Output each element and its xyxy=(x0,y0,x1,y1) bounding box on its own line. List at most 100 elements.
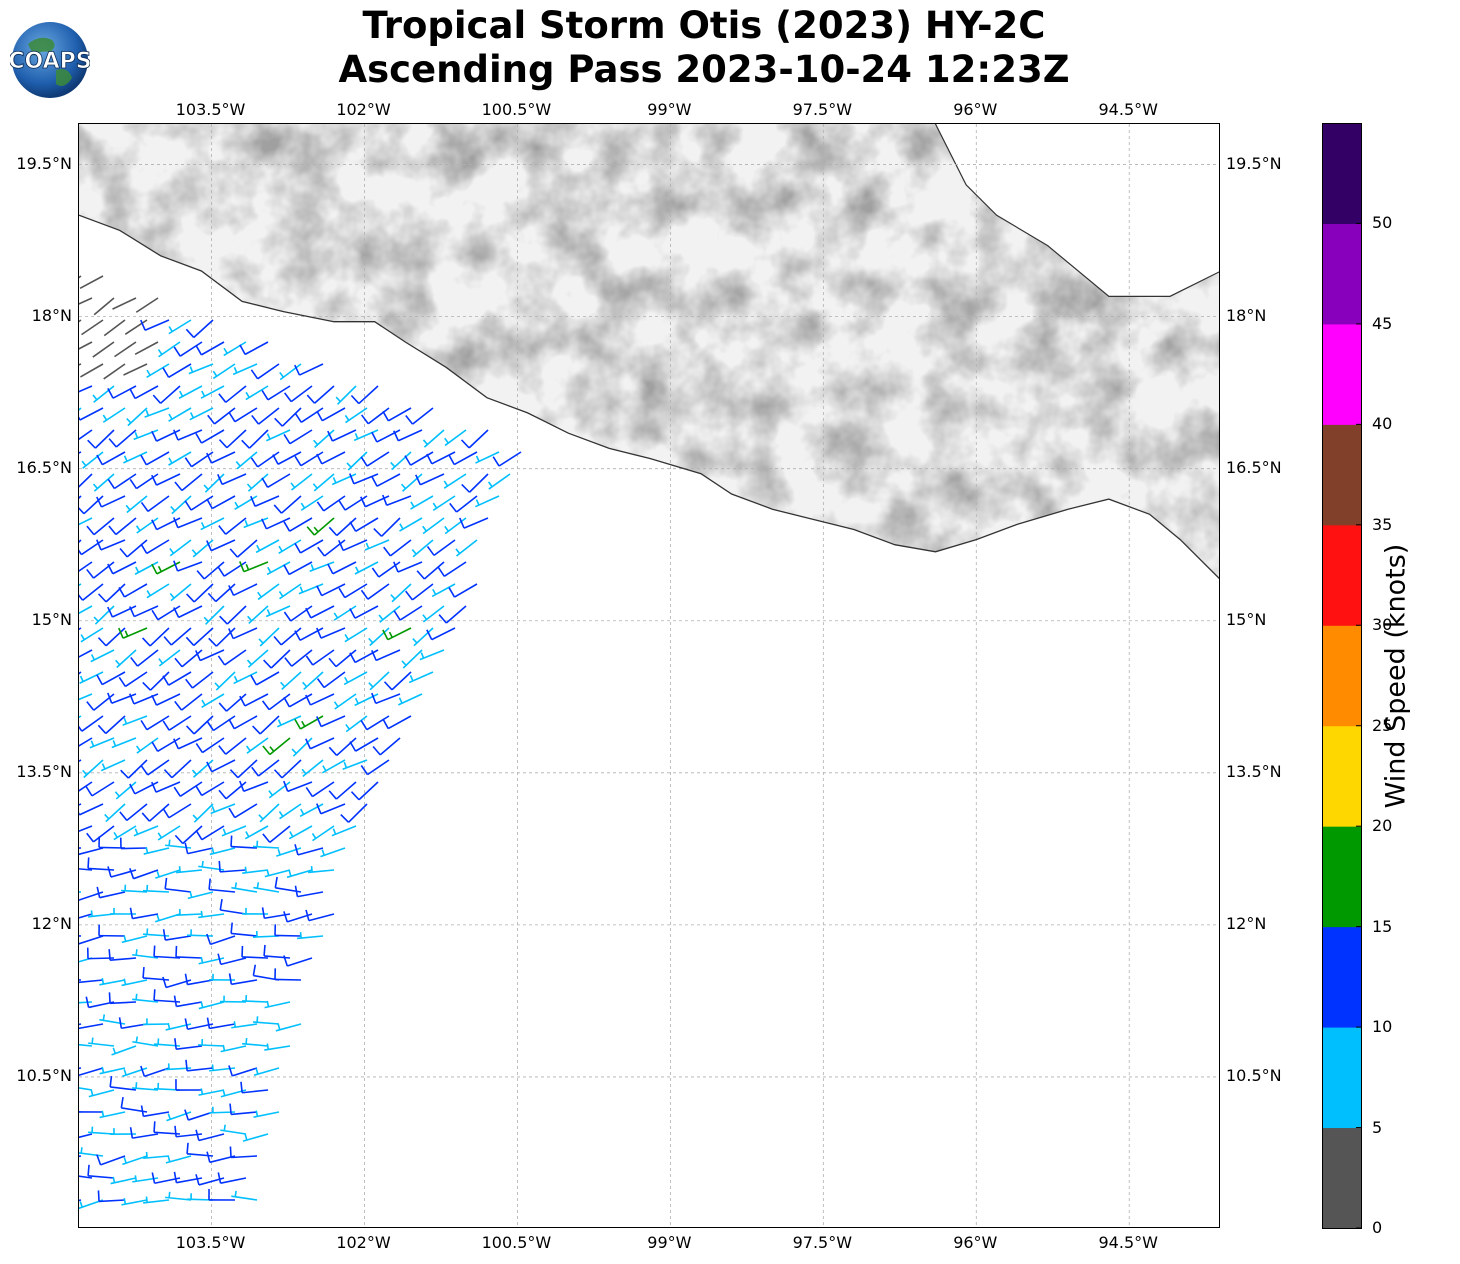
wind-barb xyxy=(286,869,313,879)
wind-barb xyxy=(291,737,313,757)
wind-barb xyxy=(228,627,258,640)
wind-barb xyxy=(360,451,390,467)
wind-barb xyxy=(79,979,82,981)
wind-barb xyxy=(125,495,148,514)
wind-barb xyxy=(206,451,236,464)
wind-barb xyxy=(368,671,390,691)
wind-barb xyxy=(123,451,148,464)
wind-barb xyxy=(100,759,126,772)
wind-barb xyxy=(141,803,170,822)
wind-barb xyxy=(151,781,181,793)
wind-barb xyxy=(195,737,225,754)
wind-barb xyxy=(232,363,258,376)
wind-barb xyxy=(121,935,148,944)
wind-barb xyxy=(178,385,203,399)
wind-barb xyxy=(99,1066,126,1075)
wind-barb xyxy=(218,385,247,403)
wind-barb xyxy=(140,715,170,731)
colorbar-tick-label: 45 xyxy=(1372,313,1393,333)
wind-barb xyxy=(79,825,93,832)
wind-barb xyxy=(79,385,93,393)
wind-barb xyxy=(122,715,148,726)
wind-barb xyxy=(118,671,148,688)
wind-barb xyxy=(316,583,346,597)
wind-barb xyxy=(169,583,192,602)
wind-barb xyxy=(133,825,159,837)
wind-barb xyxy=(119,803,148,822)
wind-barb xyxy=(264,1000,291,1009)
wind-barb xyxy=(129,605,159,618)
wind-barb xyxy=(185,627,214,647)
wind-barb xyxy=(89,737,115,749)
wind-barb xyxy=(274,407,302,427)
wind-barb xyxy=(401,649,423,669)
wind-barb xyxy=(79,583,82,586)
wind-barb xyxy=(280,671,302,691)
wind-barb xyxy=(122,1067,148,1078)
wind-barb xyxy=(294,885,324,898)
axis-tick-label: 97.5°W xyxy=(792,100,853,119)
axis-tick-label: 10.5°N xyxy=(1226,1065,1282,1085)
wind-barb xyxy=(207,407,236,425)
wind-barb xyxy=(437,561,467,577)
wind-barb xyxy=(155,869,181,879)
wind-barb xyxy=(240,1081,269,1094)
colorbar-tick-label: 40 xyxy=(1372,414,1393,434)
wind-barb xyxy=(283,780,313,793)
wind-barb xyxy=(258,627,280,647)
wind-barb xyxy=(448,583,478,598)
axis-tick-label: 102°W xyxy=(336,100,391,119)
wind-barb xyxy=(253,1016,280,1025)
wind-barb xyxy=(219,995,247,1003)
wind-barb xyxy=(251,759,280,777)
wind-barb xyxy=(342,759,368,770)
axis-tick-label: 94.5°W xyxy=(1098,100,1158,119)
wind-barb xyxy=(129,693,159,705)
wind-barb xyxy=(143,1196,170,1204)
axis-tick-label: 99°W xyxy=(647,1233,692,1252)
wind-barb xyxy=(283,429,313,445)
colorbar-bar xyxy=(1322,123,1362,1229)
wind-barb xyxy=(92,473,115,492)
wind-barb xyxy=(278,539,302,554)
wind-barb xyxy=(219,605,247,625)
wind-barb xyxy=(360,407,390,425)
coaps-logo: COAPS xyxy=(8,20,92,100)
wind-barb xyxy=(393,605,423,621)
wind-barb xyxy=(426,627,456,641)
wind-barb xyxy=(327,561,357,575)
wind-barb xyxy=(331,473,357,486)
wind-barb xyxy=(305,605,335,619)
coastline xyxy=(79,214,1219,580)
wind-barb xyxy=(302,671,324,691)
wind-barb xyxy=(306,385,335,404)
wind-barb xyxy=(122,1155,148,1166)
wind-barb xyxy=(305,737,335,750)
wind-barb xyxy=(263,944,291,959)
axis-tick-label: 16.5°N xyxy=(1226,457,1282,477)
wind-barb xyxy=(79,1147,104,1157)
wind-barb xyxy=(264,869,291,878)
wind-barb xyxy=(400,473,423,492)
map-panel[interactable] xyxy=(78,123,1220,1228)
wind-barb xyxy=(371,561,401,578)
wind-barbs xyxy=(79,275,522,1210)
wind-barb xyxy=(206,759,236,773)
wind-barb xyxy=(151,561,181,575)
axis-tick-label: 15°N xyxy=(31,609,72,629)
wind-barb xyxy=(96,886,126,899)
wind-barb xyxy=(408,671,434,684)
wind-barb xyxy=(360,495,390,508)
wind-barb xyxy=(87,429,115,449)
wind-barb xyxy=(79,605,93,615)
wind-barb xyxy=(320,847,346,858)
wind-barb xyxy=(230,835,258,849)
wind-barb xyxy=(448,451,478,466)
axis-tick-label: 96°W xyxy=(953,1233,998,1252)
wind-barb xyxy=(290,473,313,491)
wind-barb xyxy=(119,837,148,850)
wind-barb xyxy=(134,561,159,575)
wind-barb xyxy=(79,1111,104,1113)
wind-barb xyxy=(231,1021,258,1029)
wind-barb xyxy=(114,781,137,800)
